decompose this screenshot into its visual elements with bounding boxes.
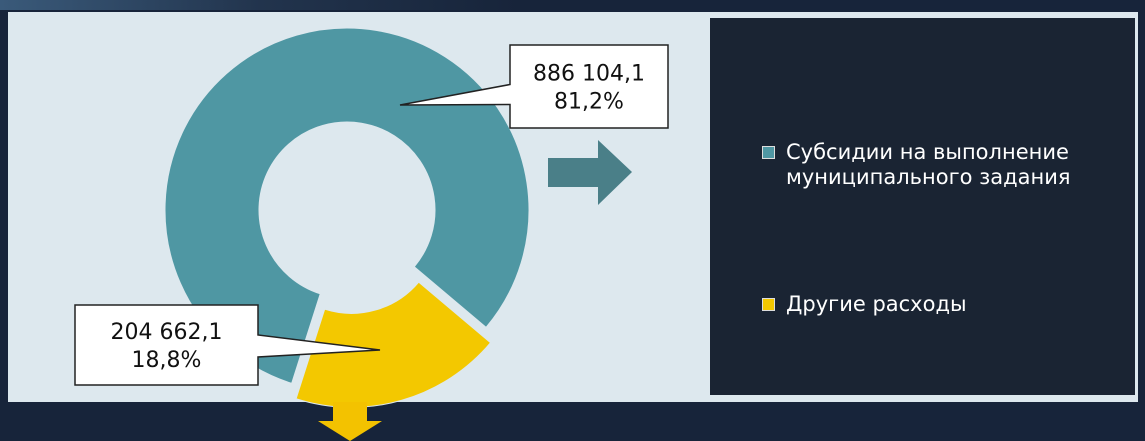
legend-label: Другие расходы (786, 292, 967, 316)
callout (74, 304, 381, 386)
legend-swatch (762, 146, 775, 159)
data-labels: 886 104,1 81,2% 204 662,1 18,8% (74, 44, 669, 386)
legend-swatch (762, 298, 775, 311)
percent-label: 18,8% (132, 348, 202, 373)
value-label: 886 104,1 (533, 62, 645, 87)
legend-label: Субсидии на выполнение муниципального за… (786, 140, 1071, 189)
arrow-down (318, 402, 382, 441)
value-label: 204 662,1 (111, 320, 223, 345)
legend-item: Другие расходы (762, 292, 1126, 317)
donut-slice (164, 27, 530, 385)
donut (164, 27, 530, 408)
legend: Субсидии на выполнение муниципального за… (710, 18, 1135, 395)
top-strip (0, 0, 520, 10)
callout (399, 44, 669, 129)
legend-item: Субсидии на выполнение муниципального за… (762, 140, 1126, 190)
donut-slice (295, 281, 492, 408)
arrow-right (548, 140, 632, 205)
percent-label: 81,2% (554, 90, 624, 115)
